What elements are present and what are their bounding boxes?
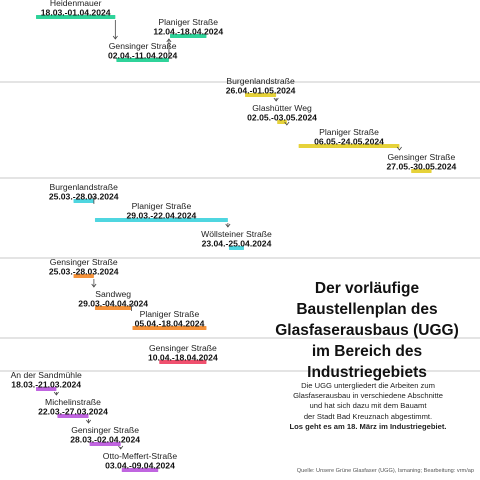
gantt-bar [411, 169, 432, 173]
gantt-bar [121, 468, 159, 472]
task-date-label: 02.05.-03.05.2024 [247, 113, 317, 123]
gantt-bar [228, 246, 244, 250]
task-name-label: Planiger Straße [140, 309, 200, 319]
band-separator [0, 370, 480, 372]
task-name-label: Michelinstraße [45, 397, 101, 407]
band-separator [0, 337, 480, 339]
connector-arrowhead [396, 146, 402, 151]
gantt-bar [73, 199, 94, 203]
description-line: der Stadt Bad Kreuznach abgestimmt. [303, 411, 433, 421]
task-date-label: 02.04.-11.04.2024 [108, 51, 178, 61]
gantt-bar [277, 120, 287, 124]
task-date-label: 03.04.-09.04.2024 [105, 461, 175, 471]
gantt-bar [170, 34, 207, 38]
task-date-label: 28.03.-02.04.2024 [70, 435, 140, 445]
headline-line: im Bereich des [311, 343, 423, 360]
headline-line: Baustellenplan des [296, 301, 438, 318]
task-date-label: 10.04.-18.04.2024 [148, 353, 218, 363]
band-separator [0, 81, 480, 83]
task-name-label: Gensinger Straße [109, 41, 177, 51]
connector-arrowhead [53, 391, 59, 396]
band-separator [0, 257, 480, 259]
task-date-label: 26.04.-01.05.2024 [226, 86, 296, 96]
gantt-bar [116, 58, 169, 62]
task-name-label: Gensinger Straße [387, 152, 455, 162]
task-name-label: Sandweg [95, 289, 131, 299]
gantt-bar [245, 93, 277, 97]
connector-arrowhead [118, 445, 124, 450]
task-name-label: Wöllsteiner Straße [201, 229, 272, 239]
connector-arrowhead [112, 35, 118, 40]
connector-arrowhead [91, 195, 97, 200]
task-date-label: 22.03.-27.03.2024 [38, 407, 108, 417]
task-name-label: Planiger Straße [132, 201, 192, 211]
task-name-label: Gensinger Straße [50, 257, 118, 267]
task-name-label: Burgenlandstraße [50, 182, 119, 192]
gantt-bar [132, 326, 207, 330]
task-name-label: Gensinger Straße [71, 425, 139, 435]
connector-arrowhead [166, 38, 172, 43]
connector-arrowhead [225, 223, 231, 228]
description: Die UGG untergliedert die Arbeiten zum G… [268, 381, 468, 432]
gantt-bar [36, 15, 116, 19]
headline: Der vorläufige Baustellenplan des Glasfa… [262, 278, 472, 383]
task-date-label: 05.04.-18.04.2024 [135, 319, 205, 329]
task-name-label: Otto-Meffert-Straße [103, 451, 178, 461]
gantt-bar [94, 306, 132, 310]
task-name-label: Glashütter Weg [252, 103, 312, 113]
task-date-label: 25.03.-28.03.2024 [49, 192, 119, 202]
connector-arrowhead [273, 97, 279, 102]
task-date-label: 25.03.-28.03.2024 [49, 267, 119, 277]
connector-arrowhead [91, 283, 97, 288]
task-date-label: 06.05.-24.05.2024 [314, 137, 384, 147]
gantt-bar [159, 360, 207, 364]
gantt-bar [73, 274, 94, 278]
task-date-label: 29.03.-22.04.2024 [127, 211, 197, 221]
gantt-bar [94, 218, 228, 222]
description-line: Glasfaserausbau in verschiedene Abschnit… [293, 391, 443, 401]
connector-arrowhead [284, 121, 290, 126]
task-name-label: Heidenmauer [50, 0, 102, 8]
band-separator [0, 177, 480, 179]
task-name-label: Planiger Straße [319, 127, 379, 137]
task-name-label: Burgenlandstraße [226, 76, 295, 86]
task-name-label: Gensinger Straße [149, 343, 217, 353]
gantt-bar [36, 387, 57, 391]
headline-line: Glasfaserausbaus (UGG) [275, 322, 459, 339]
connector-arrowhead [128, 303, 134, 308]
task-date-label: 23.04.-25.04.2024 [202, 239, 272, 249]
task-date-label: 27.05.-30.05.2024 [387, 162, 457, 172]
gantt-bar [57, 414, 89, 418]
description-line: Die UGG untergliedert die Arbeiten zum [301, 381, 435, 390]
description-highlight: Los geht es am 18. März im Industriegebi… [289, 421, 447, 431]
task-date-label: 29.03.-04.04.2024 [78, 299, 148, 309]
headline-line: Der vorläufige [314, 280, 420, 297]
source-note: Quelle: Unsere Grüne Glasfaser (UGG), Is… [296, 468, 474, 474]
task-date-label: 12.04.-18.04.2024 [153, 27, 223, 37]
connector-arrowhead [86, 419, 92, 424]
gantt-bar [89, 442, 121, 446]
task-date-label: 18.03.-01.04.2024 [41, 8, 111, 18]
gantt-bar [298, 144, 400, 148]
task-date-label: 18.03.-21.03.2024 [11, 380, 81, 390]
headline-line: Industriegebiets [307, 364, 427, 381]
task-name-label: An der Sandmühle [11, 370, 82, 380]
task-name-label: Planiger Straße [158, 17, 218, 27]
description-line: und hat sich dazu mit dem Bauamt [309, 401, 427, 411]
